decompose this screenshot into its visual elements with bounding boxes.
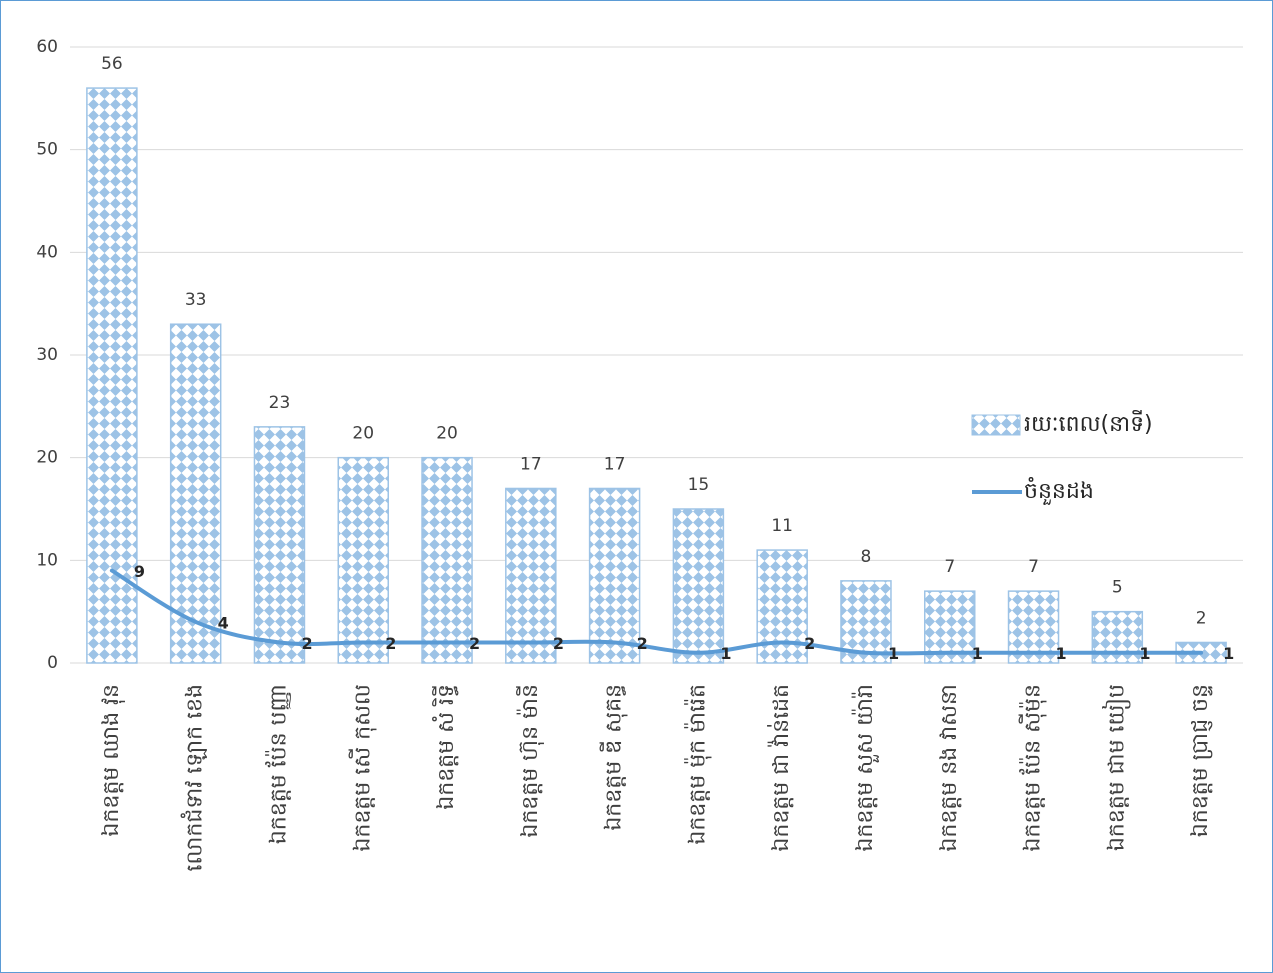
- data-label: 4: [218, 613, 229, 632]
- data-label: 7: [944, 557, 955, 577]
- data-label: 8: [861, 547, 872, 567]
- y-tick-label: 0: [47, 653, 58, 673]
- data-label: 2: [1196, 608, 1207, 628]
- data-label: 11: [771, 516, 793, 536]
- x-tick-label: ឯកឧត្តម ម៉ុក ម៉ារ៉េត: [683, 684, 711, 845]
- x-tick-label: ឯកឧត្តម សួស យ៉ារ៉ា: [851, 684, 879, 852]
- legend-swatch: [971, 414, 1021, 436]
- data-label: 1: [888, 644, 899, 663]
- data-label: 2: [301, 634, 312, 653]
- data-label: 20: [436, 424, 458, 444]
- data-label: 9: [134, 562, 145, 581]
- data-label: 56: [101, 54, 123, 74]
- bar: [337, 456, 389, 664]
- data-label: 1: [1223, 644, 1234, 663]
- x-tick-label: ឯកឧត្តម ជាម យៀប: [1101, 684, 1130, 851]
- bar: [169, 323, 222, 664]
- data-label: 33: [185, 290, 207, 310]
- bar: [505, 487, 557, 664]
- bar: [421, 456, 473, 664]
- data-label: 1: [720, 644, 731, 663]
- y-tick-label: 10: [36, 550, 58, 570]
- data-label: 5: [1112, 578, 1123, 598]
- y-tick-label: 40: [36, 242, 58, 262]
- y-tick-label: 50: [36, 140, 58, 160]
- bar: [253, 426, 306, 664]
- x-tick-label: ឯកឧត្តម ប៉ែន ស៊ីម៉ុន: [1019, 684, 1047, 852]
- x-tick-label: ឯកឧត្តម ហ៊ុន ម៉ានី: [516, 684, 544, 838]
- x-tick-label: ឯកឧត្តម ឌី សុគន្ធ: [600, 684, 628, 831]
- data-label: 1: [1056, 644, 1067, 663]
- bar: [588, 487, 641, 664]
- x-tick-label: ឯកឧត្តម ឈាង វុន: [99, 684, 125, 837]
- data-label: 2: [469, 634, 480, 653]
- data-label: 2: [385, 634, 396, 653]
- x-tick-label: ឯកឧត្តម ប៉ែន បញ្ញា: [264, 684, 291, 844]
- bar: [756, 549, 808, 664]
- legend-label: រយៈពេល(នាទី): [1024, 410, 1153, 437]
- x-tick-label: ឯកឧត្តម ប្រាជ្ញ ចន្ទ: [1188, 684, 1213, 837]
- data-label: 20: [352, 424, 374, 444]
- x-tick-label: ឯកឧត្តម នង វាសនា: [937, 684, 962, 852]
- data-label: 17: [520, 454, 542, 474]
- bar: [672, 508, 725, 664]
- data-label: 2: [637, 634, 648, 653]
- y-tick-label: 60: [36, 37, 58, 57]
- data-label: 17: [604, 454, 626, 474]
- data-label: 23: [269, 393, 291, 413]
- data-label: 2: [553, 634, 564, 653]
- x-tick-label: ឯកឧត្តម ជា វ៉ាន់ដេត: [767, 684, 794, 852]
- data-label: 2: [804, 634, 815, 653]
- y-tick-label: 30: [36, 345, 58, 365]
- y-tick-label: 20: [36, 448, 58, 468]
- data-label: 1: [1139, 644, 1150, 663]
- x-tick-label: លោកជំទាវ ឡោក ខេង: [181, 684, 208, 871]
- data-label: 7: [1028, 557, 1039, 577]
- legend-label: ចំនួនដង: [1024, 477, 1094, 505]
- x-tick-label: ឯកឧត្តម សើ កុសល: [348, 684, 376, 852]
- bar: [86, 87, 138, 664]
- data-label: 15: [688, 475, 710, 495]
- bar: [1091, 610, 1144, 664]
- x-tick-label: ឯកឧត្តម សំ រិទ្ធី: [432, 684, 459, 810]
- data-label: 1: [972, 644, 983, 663]
- line: [109, 568, 1204, 656]
